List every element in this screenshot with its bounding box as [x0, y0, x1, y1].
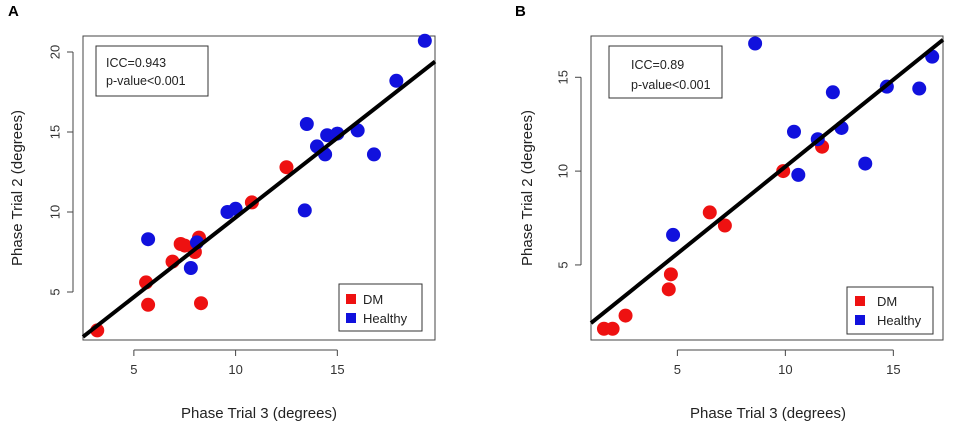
- point-dm: [702, 205, 717, 220]
- panel-b: B 5 10 15 5 10 15 ICC=0.89 p-value<0.001 DM H…: [515, 3, 945, 422]
- panel-a: A 5 10 15 5 10 15 20 ICC=0.943 p-value<0.001 D…: [8, 3, 437, 422]
- point-healthy: [791, 167, 806, 182]
- legend-label-dm: DM: [363, 292, 383, 307]
- annotation-box: ICC=0.943 p-value<0.001: [95, 45, 209, 97]
- plot-frame: [82, 35, 436, 341]
- icc-label: ICC=0.943: [106, 56, 166, 70]
- point-healthy: [297, 203, 312, 218]
- legend-label-healthy: Healthy: [363, 311, 408, 326]
- p-value-label: p-value<0.001: [106, 74, 186, 88]
- legend-label-dm: DM: [877, 294, 897, 309]
- legend-swatch-healthy: [346, 313, 356, 323]
- axis-ticks: 5 10 15 5 10 15 20: [48, 45, 345, 377]
- y-tick-label: 20: [48, 45, 63, 59]
- point-dm: [605, 321, 620, 336]
- plot-frame: [590, 35, 944, 341]
- y-tick-label: 10: [48, 205, 63, 219]
- y-tick-label: 15: [556, 70, 571, 84]
- point-healthy: [748, 36, 763, 51]
- point-healthy: [858, 156, 873, 171]
- panel-label: B: [515, 3, 526, 20]
- y-tick-label: 5: [556, 261, 571, 268]
- y-tick-label: 15: [48, 125, 63, 139]
- y-axis-title: Phase Trial 2 (degrees): [9, 110, 26, 266]
- y-tick-label: 10: [556, 164, 571, 178]
- annotation-box: ICC=0.89 p-value<0.001: [608, 45, 723, 99]
- regression-line: [589, 38, 945, 325]
- y-axis-title: Phase Trial 2 (degrees): [519, 110, 536, 266]
- point-dm: [141, 297, 156, 312]
- point-healthy: [825, 85, 840, 100]
- x-tick-label: 5: [674, 362, 681, 377]
- y-tick-label: 5: [48, 288, 63, 295]
- x-tick-label: 15: [330, 362, 344, 377]
- point-dm: [717, 218, 732, 233]
- icc-label: ICC=0.89: [631, 58, 684, 72]
- point-healthy: [786, 124, 801, 139]
- point-healthy: [299, 117, 314, 131]
- p-value-label: p-value<0.001: [631, 78, 711, 92]
- point-healthy: [417, 33, 432, 48]
- point-dm: [618, 308, 633, 323]
- point-dm: [663, 267, 678, 282]
- point-dm: [279, 160, 294, 175]
- x-tick-label: 10: [228, 362, 242, 377]
- point-healthy: [912, 81, 927, 96]
- x-axis-title: Phase Trial 3 (degrees): [690, 405, 846, 422]
- point-healthy: [183, 261, 198, 275]
- point-healthy: [366, 147, 381, 162]
- axis-ticks: 5 10 15 5 10 15: [556, 70, 901, 377]
- legend-swatch-healthy: [855, 315, 865, 325]
- legend-swatch-dm: [855, 296, 865, 306]
- panel-label: A: [8, 3, 19, 20]
- point-healthy: [141, 232, 156, 247]
- x-tick-label: 10: [778, 362, 792, 377]
- legend: DM Healthy: [846, 286, 934, 335]
- point-healthy: [666, 227, 681, 242]
- point-healthy: [389, 73, 404, 88]
- x-tick-label: 15: [886, 362, 900, 377]
- x-tick-label: 5: [130, 362, 137, 377]
- legend: DM Healthy: [338, 283, 423, 332]
- x-axis-title: Phase Trial 3 (degrees): [181, 405, 337, 422]
- legend-label-healthy: Healthy: [877, 313, 922, 328]
- point-dm: [177, 238, 192, 253]
- regression-line: [81, 60, 437, 339]
- point-dm: [661, 282, 676, 297]
- point-dm: [194, 296, 209, 311]
- legend-swatch-dm: [346, 294, 356, 304]
